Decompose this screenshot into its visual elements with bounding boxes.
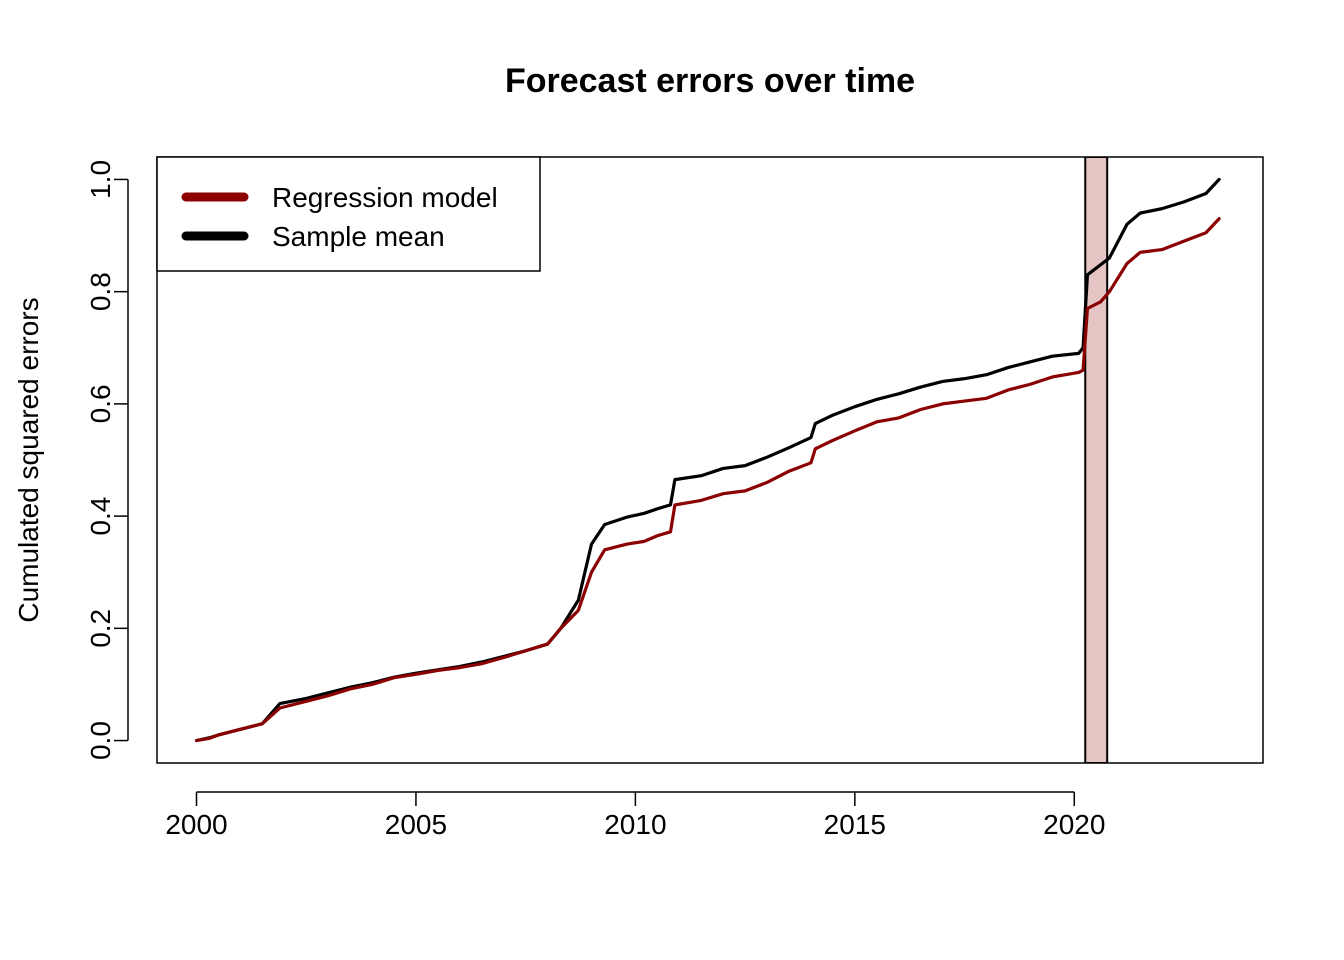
legend: Regression model Sample mean	[156, 156, 541, 272]
x-tick-label-2005: 2005	[385, 809, 447, 840]
y-tick-label-1.0: 1.0	[85, 160, 116, 199]
y-tick-label-0.0: 0.0	[85, 721, 116, 760]
y-axis-label: Cumulated squared errors	[13, 297, 44, 622]
x-tick-label-2015: 2015	[824, 809, 886, 840]
y-tick-label-0.4: 0.4	[85, 497, 116, 536]
plot-area	[194, 157, 1221, 763]
y-tick-label-0.8: 0.8	[85, 272, 116, 311]
y-axis: 0.0 0.2 0.4 0.6 0.8 1.0	[85, 160, 129, 760]
plot-border	[156, 156, 1264, 764]
chart-title: Forecast errors over time	[505, 62, 915, 100]
series-line-regression-model	[194, 217, 1221, 743]
x-tick-label-2000: 2000	[165, 809, 227, 840]
legend-label-sample-mean: Sample mean	[272, 221, 445, 252]
shaded-region	[1084, 157, 1109, 763]
y-tick-label-0.2: 0.2	[85, 609, 116, 648]
x-axis: 2000 2005 2010 2015 2020	[165, 791, 1105, 840]
x-tick-label-2010: 2010	[604, 809, 666, 840]
y-tick-label-0.6: 0.6	[85, 384, 116, 423]
legend-label-regression-model: Regression model	[272, 182, 498, 213]
x-tick-label-2020: 2020	[1043, 809, 1105, 840]
legend-box	[156, 156, 541, 272]
